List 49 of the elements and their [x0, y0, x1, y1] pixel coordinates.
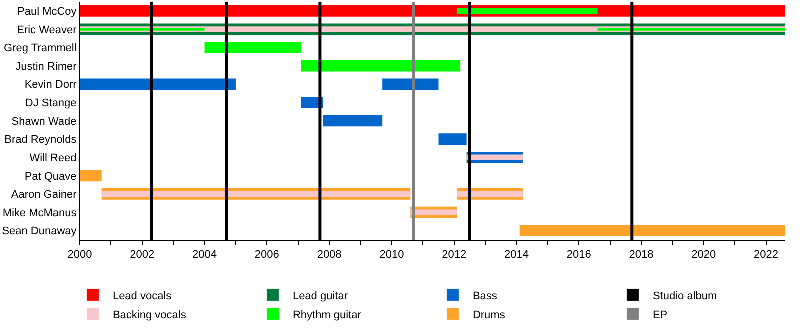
bar: [80, 5, 785, 17]
bar: [80, 78, 236, 90]
bar: [520, 225, 785, 237]
x-tick-label: 2008: [317, 249, 342, 262]
x-tick-label: 2012: [442, 249, 467, 262]
legend-label: Rhythm guitar: [292, 309, 362, 322]
legend-label: Drums: [472, 309, 506, 322]
legend-label: Bass: [472, 290, 498, 302]
bar: [466, 154, 523, 160]
y-tick-label: Justin Rimer: [16, 60, 78, 73]
bar: [80, 28, 205, 31]
bar: [410, 210, 458, 216]
x-tick-label: 2000: [68, 249, 92, 262]
bar: [438, 134, 467, 145]
y-tick-label: Greg Trammell: [4, 42, 77, 55]
legend-label: Backing vocals: [112, 309, 187, 322]
legend-label: EP: [652, 309, 668, 322]
x-tick-label: 2014: [504, 249, 529, 262]
x-tick-label: 2004: [192, 249, 218, 262]
y-tick-label: Will Reed: [30, 152, 77, 164]
x-tick-label: 2016: [566, 249, 592, 262]
x-tick-label: 2002: [130, 249, 155, 262]
x-tick-label: 2020: [692, 249, 716, 262]
y-tick-label: Shawn Wade: [12, 116, 77, 128]
y-tick-label: Aaron Gainer: [11, 189, 78, 202]
x-tick-label: 2010: [380, 249, 404, 262]
bar: [323, 115, 383, 127]
bar: [204, 42, 302, 54]
x-tick-label: 2006: [254, 249, 280, 262]
y-tick-label: Eric Weaver: [17, 24, 78, 36]
bar: [382, 78, 439, 90]
legend-label: Studio album: [652, 290, 718, 302]
bar: [457, 8, 598, 14]
y-tick-label: Kevin Dorr: [24, 79, 78, 92]
bar: [457, 191, 523, 198]
bar: [301, 60, 461, 72]
y-tick-label: Mike McManus: [2, 207, 78, 220]
y-tick-label: Pat Quave: [24, 170, 77, 183]
legend-label: Lead guitar: [292, 290, 348, 302]
y-tick-label: Paul McCoy: [18, 6, 78, 18]
bar: [80, 170, 102, 182]
x-tick-label: 2018: [629, 249, 654, 262]
bar: [102, 191, 411, 198]
bar: [598, 28, 785, 31]
x-tick-label: 2022: [754, 249, 779, 262]
y-tick-label: Sean Dunaway: [2, 226, 78, 238]
y-tick-label: Brad Reynolds: [4, 134, 78, 146]
legend-label: Lead vocals: [112, 290, 172, 302]
y-tick-label: DJ Stange: [25, 98, 77, 110]
